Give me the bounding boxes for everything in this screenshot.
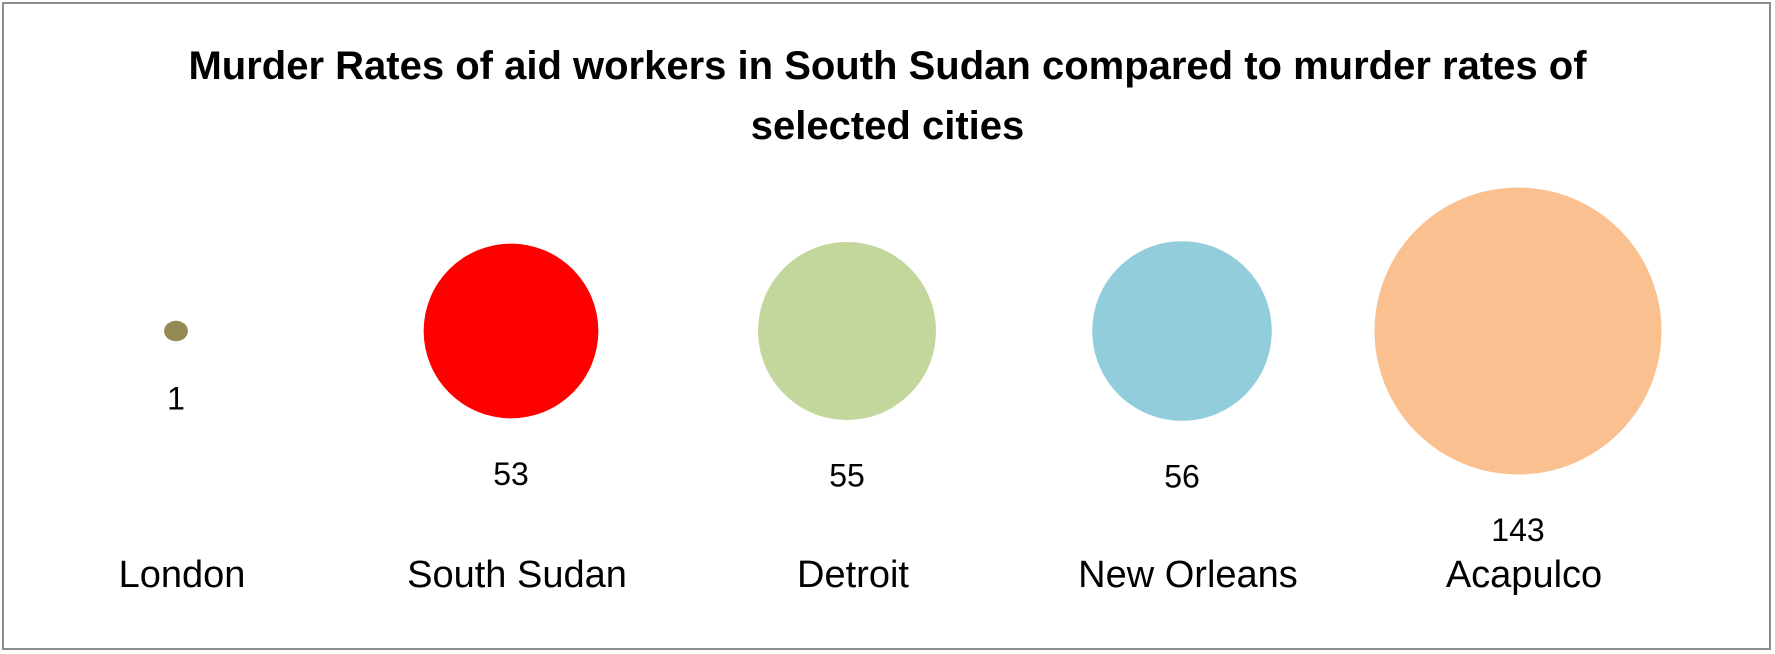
data-label: 53: [493, 456, 529, 492]
category-label: New Orleans: [1078, 554, 1298, 596]
bubble: [423, 243, 599, 419]
category-label: South Sudan: [407, 554, 627, 596]
bubble: [1374, 187, 1662, 475]
data-label: 55: [829, 457, 865, 493]
data-label: 1: [167, 380, 185, 416]
data-label: 143: [1491, 512, 1544, 548]
data-label: 56: [1164, 458, 1200, 494]
category-label: Detroit: [797, 554, 909, 596]
category-label: London: [119, 554, 246, 596]
bubble: [758, 242, 936, 420]
bubble: [1092, 241, 1272, 421]
bubble: [164, 320, 188, 342]
category-label: Acapulco: [1446, 554, 1602, 596]
chart-title: Murder Rates of aid workers in South Sud…: [188, 44, 1587, 148]
